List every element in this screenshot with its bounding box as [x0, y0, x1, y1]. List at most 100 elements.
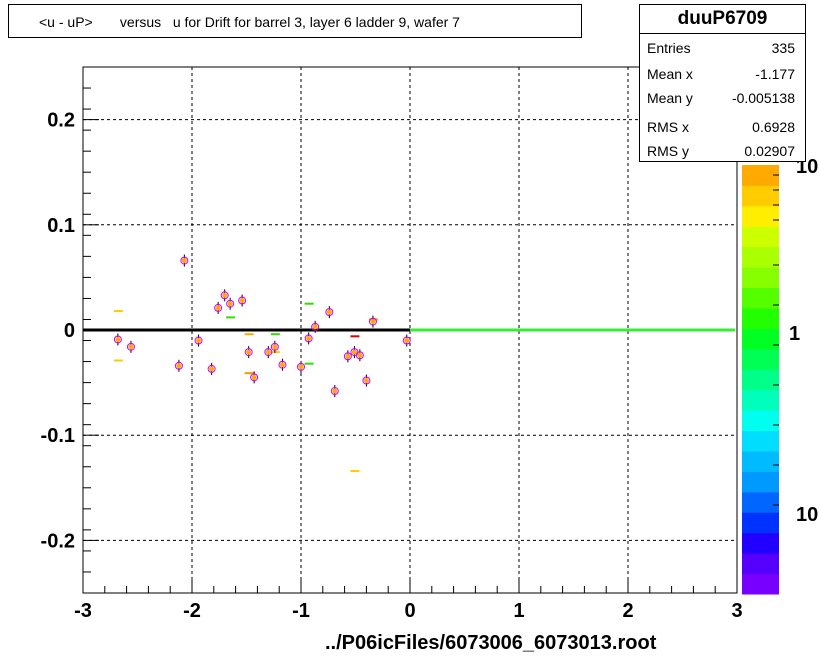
- profile-point: [244, 348, 253, 357]
- stats-row-mean-y: Mean y -0.005138: [647, 90, 795, 112]
- y-tick-label: 0: [64, 320, 75, 342]
- stat-value: -0.005138: [731, 90, 795, 106]
- profile-point: [368, 317, 377, 326]
- palette-swatch: [742, 287, 779, 309]
- profile-point-core: [209, 366, 215, 372]
- palette-swatch: [742, 165, 779, 186]
- profile-point-core: [351, 349, 357, 355]
- stats-row-rms-x: RMS x 0.6928: [647, 119, 795, 141]
- profile-point: [113, 335, 122, 344]
- stat-label: Mean x: [647, 66, 693, 82]
- histogram-title: <u - uP> versus u for Drift for barrel 3…: [39, 14, 460, 30]
- profile-point-core: [272, 344, 278, 350]
- profile-point-core: [181, 258, 187, 264]
- profile-point-core: [176, 363, 182, 369]
- x-tick-label: -3: [74, 600, 92, 622]
- profile-point: [297, 362, 305, 371]
- histogram-cell: [244, 333, 254, 336]
- histogram-cell: [113, 359, 123, 362]
- profile-point: [264, 348, 273, 357]
- palette-label: 10: [796, 504, 818, 526]
- palette-swatch: [742, 471, 779, 493]
- palette-swatch: [742, 205, 779, 227]
- palette-swatch: [742, 308, 779, 329]
- palette-swatch: [742, 430, 779, 452]
- profile-point-core: [332, 388, 338, 394]
- stat-label: RMS x: [647, 119, 689, 135]
- x-tick-label: 1: [513, 600, 524, 622]
- profile-point: [330, 387, 339, 396]
- profile-point-core: [265, 349, 271, 355]
- y-tick-label: -0.1: [41, 425, 75, 447]
- file-path-label: ../P06icFiles/6073006_6073013.root: [325, 632, 657, 654]
- palette-swatch: [742, 226, 779, 248]
- stat-value: 0.6928: [752, 119, 795, 135]
- histogram-cell: [270, 333, 280, 336]
- profile-point-core: [227, 301, 233, 307]
- palette-swatch: [742, 512, 779, 534]
- palette-swatch: [742, 410, 779, 432]
- stats-row-rms-y: RMS y 0.02907: [647, 143, 795, 165]
- profile-point: [214, 303, 223, 312]
- x-tick-label: 2: [622, 600, 633, 622]
- x-tick-label: -1: [292, 600, 310, 622]
- profile-point: [355, 351, 364, 360]
- histogram-cell: [113, 310, 123, 313]
- palette-swatch: [742, 451, 779, 472]
- palette-swatch: [742, 532, 779, 554]
- histogram-cell: [304, 362, 314, 365]
- palette-label: 1: [789, 323, 800, 345]
- profile-point: [220, 291, 229, 300]
- stat-value: -1.177: [755, 66, 795, 82]
- profile-point-core: [246, 349, 252, 355]
- profile-point-core: [215, 305, 221, 311]
- palette-swatch: [742, 185, 779, 207]
- profile-point: [270, 342, 279, 351]
- stat-value: 335: [771, 40, 795, 56]
- profile-point: [126, 342, 135, 351]
- palette-swatch: [742, 369, 779, 391]
- histogram-cell: [244, 372, 254, 375]
- histogram-cell: [350, 335, 360, 338]
- stats-box: duuP6709 Entries 335 Mean x -1.177 Mean …: [639, 4, 806, 162]
- profile-point-core: [370, 319, 376, 325]
- palette-swatch: [742, 389, 779, 411]
- profile-point-core: [115, 336, 121, 342]
- histogram-cell: [350, 469, 360, 472]
- stats-row-mean-x: Mean x -1.177: [647, 66, 795, 88]
- profile-point: [226, 299, 235, 308]
- profile-point-core: [196, 338, 202, 344]
- palette-swatch: [742, 246, 779, 268]
- stat-label: Mean y: [647, 90, 693, 106]
- profile-point-core: [363, 377, 369, 383]
- profile-point-core: [312, 324, 318, 330]
- profile-point: [174, 361, 183, 370]
- profile-point: [194, 336, 203, 345]
- palette-swatch: [742, 348, 779, 370]
- profile-point-core: [345, 353, 351, 359]
- stats-row-entries: Entries 335: [647, 40, 795, 62]
- profile-point-core: [251, 374, 257, 380]
- histogram-cell: [304, 302, 314, 305]
- profile-point: [278, 360, 287, 369]
- stat-label: Entries: [647, 40, 691, 56]
- profile-point-core: [298, 364, 304, 370]
- profile-point-core: [326, 309, 332, 315]
- profile-point: [402, 336, 411, 345]
- palette-swatch: [742, 267, 779, 289]
- stat-value: 0.02907: [744, 143, 795, 159]
- profile-point-core: [239, 298, 245, 304]
- y-tick-label: 0.2: [47, 110, 75, 132]
- profile-point: [207, 364, 216, 373]
- x-tick-label: -2: [183, 600, 201, 622]
- profile-point-core: [222, 292, 228, 298]
- palette-swatch: [742, 491, 779, 513]
- palette-swatch: [742, 553, 779, 575]
- profile-point: [343, 352, 352, 361]
- profile-point-core: [279, 362, 285, 368]
- profile-point: [304, 334, 313, 343]
- histogram-title-box: <u - uP> versus u for Drift for barrel 3…: [8, 4, 582, 38]
- palette-swatch: [742, 573, 779, 595]
- profile-point-core: [404, 338, 410, 344]
